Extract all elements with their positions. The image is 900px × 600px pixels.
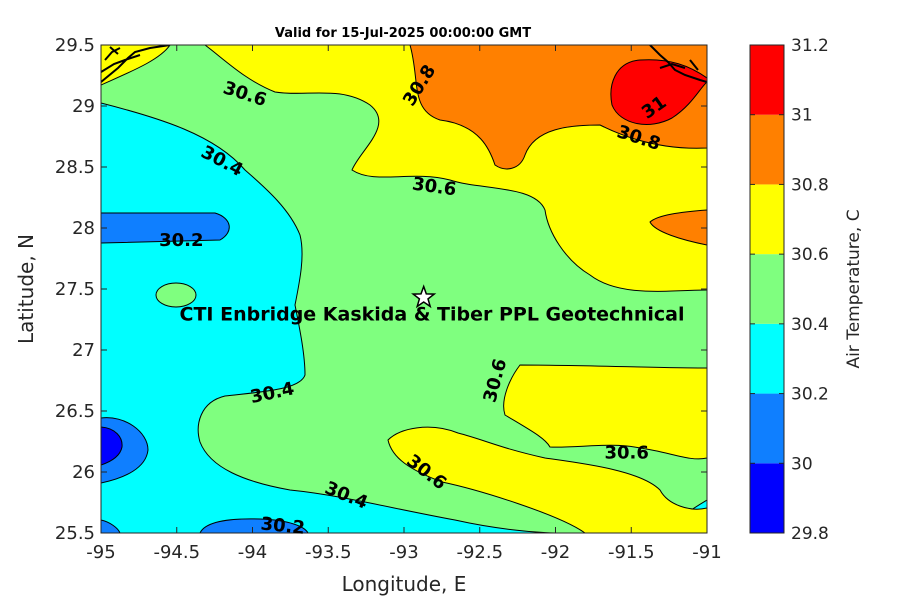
y-tick-label: 26 xyxy=(72,462,95,483)
y-axis-ticks: 25.5 26 26.5 27 27.5 28 28.5 29 29.5 xyxy=(55,35,707,544)
band-30.0-30.2-corner xyxy=(101,519,121,533)
x-tick-label: -91 xyxy=(692,542,721,563)
coastline-northwest xyxy=(101,45,171,83)
band-30.6-30.8-corner xyxy=(101,45,171,86)
x-tick-label: -92.5 xyxy=(456,542,503,563)
contour-map xyxy=(101,45,707,533)
band-30.0-30.2-south xyxy=(199,518,309,533)
x-tick-label: -91.5 xyxy=(608,542,655,563)
plot-title: Valid for 15-Jul-2025 00:00:00 GMT xyxy=(275,26,531,41)
y-tick-label: 28.5 xyxy=(55,157,95,178)
contour-label: 30.2 xyxy=(159,230,203,251)
y-tick-label: 29 xyxy=(72,96,95,117)
y-tick-label: 28 xyxy=(72,218,95,239)
colorbar-segment xyxy=(750,254,784,324)
colorbar-segment xyxy=(750,114,784,185)
coastline-northeast xyxy=(649,45,707,83)
x-tick-label: -93 xyxy=(389,542,418,563)
band-29.8-30.0-core xyxy=(101,426,123,466)
colorbar-segment xyxy=(750,45,784,115)
band-31.0-31.2 xyxy=(610,59,707,125)
colorbar-tick-label: 31 xyxy=(791,106,813,126)
y-axis-title: Latitude, N xyxy=(14,234,38,344)
colorbar-tick-label: 30.6 xyxy=(791,245,829,265)
band-30.6-30.8-south xyxy=(387,426,707,533)
colorbar-tick-label: 30.2 xyxy=(791,385,829,405)
band-30.6-30.8-southeast xyxy=(503,364,707,460)
colorbar-tick-label: 30.4 xyxy=(791,315,829,335)
y-tick-label: 27 xyxy=(72,340,95,361)
colorbar-segment xyxy=(750,184,784,255)
colorbar-tick-label: 30.8 xyxy=(791,175,829,195)
contour-label: 30.2 xyxy=(260,513,306,539)
colorbar-tick-label: 29.8 xyxy=(791,524,829,544)
y-tick-label: 25.5 xyxy=(55,523,95,544)
x-tick-label: -94 xyxy=(238,542,267,563)
band-30.2-30.4-west xyxy=(101,102,561,533)
x-axis-ticks: -95 -94.5 -94 -93.5 -93 -92.5 -92 -91.5 -91 xyxy=(86,45,722,563)
x-axis-title: Longitude, E xyxy=(342,572,467,596)
island-30.4 xyxy=(155,282,197,308)
colorbar-tick-label: 31.2 xyxy=(791,36,829,56)
band-30.8-31.0-east xyxy=(649,209,707,246)
colorbar: 29.8 30 30.2 30.4 30.6 30.8 31 31.2 xyxy=(749,36,829,544)
y-tick-label: 29.5 xyxy=(55,35,95,56)
colorbar-title: Air Temperature, C xyxy=(844,209,864,368)
y-tick-label: 27.5 xyxy=(55,279,95,300)
colorbar-segment xyxy=(750,323,784,394)
colorbar-segment xyxy=(750,393,784,464)
y-tick-label: 26.5 xyxy=(55,401,95,422)
contour-label: 30.6 xyxy=(604,442,648,463)
x-tick-label: -94.5 xyxy=(153,542,200,563)
x-tick-label: -95 xyxy=(86,542,115,563)
x-tick-label: -92 xyxy=(541,542,570,563)
site-label: CTI Enbridge Kaskida & Tiber PPL Geotech… xyxy=(180,304,685,326)
site-star-icon xyxy=(411,284,437,309)
colorbar-frame xyxy=(749,44,785,534)
x-tick-label: -93.5 xyxy=(305,542,352,563)
colorbar-tick-label: 30 xyxy=(791,454,813,474)
colorbar-segment xyxy=(750,463,784,533)
site-marker: CTI Enbridge Kaskida & Tiber PPL Geotech… xyxy=(180,284,685,326)
band-30.0-30.2-north xyxy=(101,212,230,244)
